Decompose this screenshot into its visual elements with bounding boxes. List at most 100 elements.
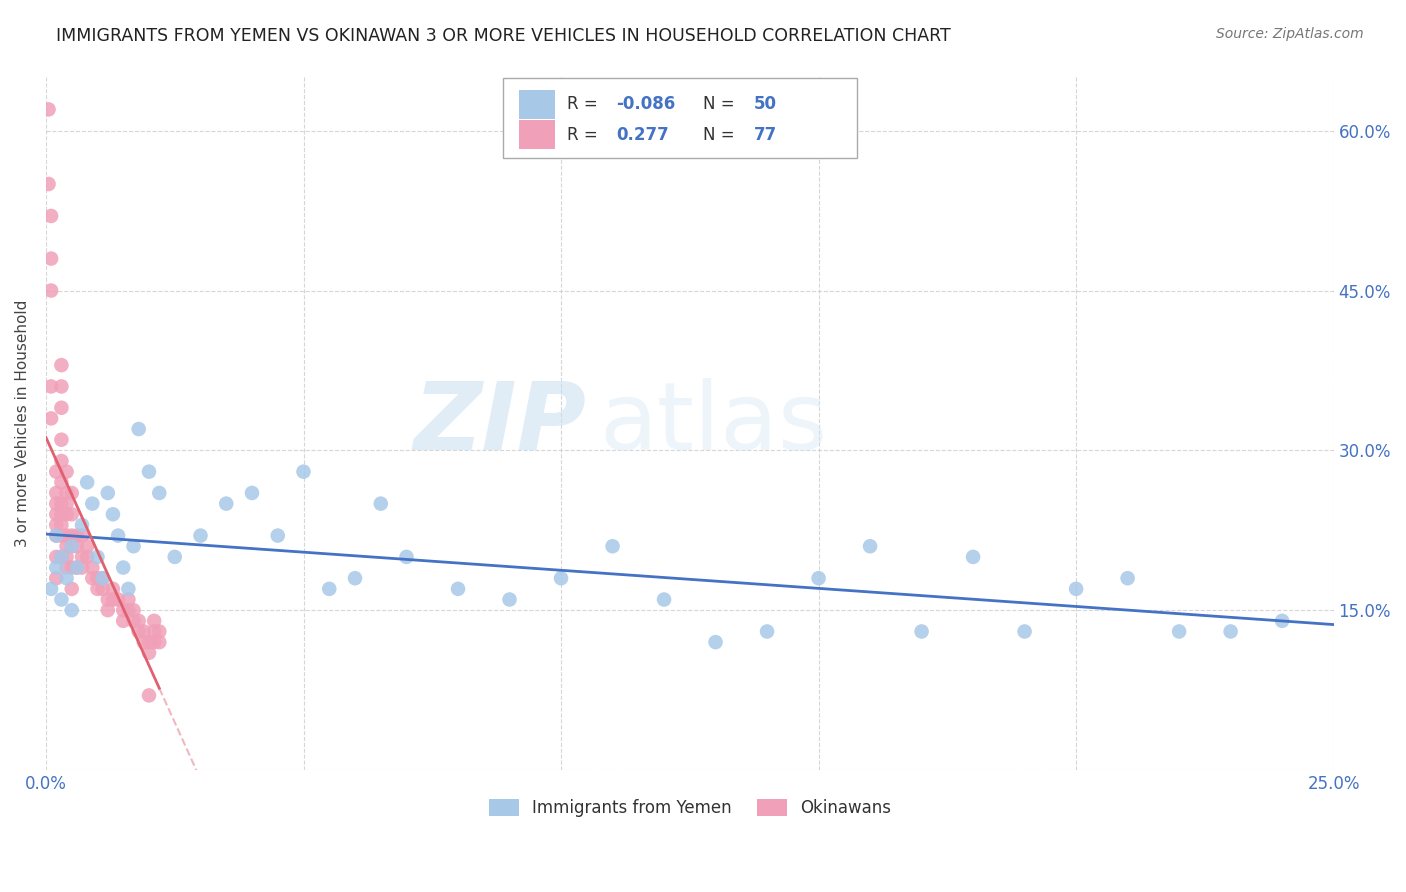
Point xyxy=(132,635,155,649)
Point xyxy=(39,379,62,393)
Point xyxy=(756,624,779,639)
Point xyxy=(45,560,67,574)
Point xyxy=(190,528,212,542)
Point xyxy=(82,497,104,511)
Y-axis label: 3 or more Vehicles in Household: 3 or more Vehicles in Household xyxy=(15,300,30,548)
Point xyxy=(343,571,366,585)
Point xyxy=(38,103,60,117)
Point xyxy=(112,614,135,628)
Point xyxy=(60,508,83,522)
Point xyxy=(1168,624,1191,639)
Point xyxy=(60,539,83,553)
Point xyxy=(148,624,170,639)
Point xyxy=(807,571,830,585)
Text: R =: R = xyxy=(568,126,603,144)
Point xyxy=(55,549,77,564)
Text: N =: N = xyxy=(703,95,740,113)
Text: Source: ZipAtlas.com: Source: ZipAtlas.com xyxy=(1216,27,1364,41)
Point xyxy=(652,592,675,607)
Point xyxy=(112,603,135,617)
Point xyxy=(138,646,160,660)
Point xyxy=(107,592,129,607)
Point xyxy=(55,465,77,479)
Point xyxy=(112,560,135,574)
Point xyxy=(51,475,73,490)
Point xyxy=(859,539,882,553)
Point xyxy=(86,582,108,596)
Point xyxy=(97,603,120,617)
Point xyxy=(97,486,120,500)
Point xyxy=(60,582,83,596)
Point xyxy=(51,549,73,564)
Point xyxy=(143,635,166,649)
Point xyxy=(60,603,83,617)
Text: -0.086: -0.086 xyxy=(616,95,676,113)
Point xyxy=(91,582,114,596)
Point xyxy=(267,528,290,542)
Point xyxy=(128,624,150,639)
Point xyxy=(148,635,170,649)
Point xyxy=(70,517,93,532)
Point xyxy=(51,592,73,607)
Point xyxy=(1014,624,1036,639)
Point xyxy=(45,508,67,522)
Bar xyxy=(503,78,858,158)
Point xyxy=(602,539,624,553)
Point xyxy=(962,549,984,564)
Point xyxy=(117,582,139,596)
Point xyxy=(55,571,77,585)
Point xyxy=(117,603,139,617)
Bar xyxy=(519,120,554,150)
Point xyxy=(163,549,186,564)
Point xyxy=(51,401,73,415)
Point xyxy=(395,549,418,564)
Point xyxy=(39,284,62,298)
Point xyxy=(128,422,150,436)
Point xyxy=(91,571,114,585)
Point xyxy=(60,486,83,500)
Point xyxy=(45,549,67,564)
Point xyxy=(55,528,77,542)
Point xyxy=(97,592,120,607)
Point xyxy=(215,497,238,511)
Point xyxy=(39,582,62,596)
Point xyxy=(60,528,83,542)
Bar xyxy=(519,90,554,119)
Text: atlas: atlas xyxy=(600,377,828,470)
Point xyxy=(498,592,520,607)
Point xyxy=(51,358,73,372)
Point xyxy=(70,560,93,574)
Point xyxy=(101,592,124,607)
Point xyxy=(122,539,145,553)
Point xyxy=(55,486,77,500)
Point xyxy=(86,571,108,585)
Text: 50: 50 xyxy=(754,95,778,113)
Point xyxy=(148,486,170,500)
Point xyxy=(45,571,67,585)
Point xyxy=(1116,571,1139,585)
Point xyxy=(66,560,89,574)
Point xyxy=(51,528,73,542)
Point xyxy=(132,624,155,639)
Point xyxy=(70,528,93,542)
Point xyxy=(39,252,62,266)
Point xyxy=(101,582,124,596)
Point xyxy=(51,454,73,468)
Point xyxy=(1064,582,1087,596)
Point xyxy=(128,614,150,628)
Point xyxy=(318,582,340,596)
Point xyxy=(550,571,572,585)
Text: N =: N = xyxy=(703,126,740,144)
Point xyxy=(55,539,77,553)
Point xyxy=(38,177,60,191)
Point xyxy=(910,624,932,639)
Point xyxy=(107,528,129,542)
Point xyxy=(76,549,98,564)
Point xyxy=(55,497,77,511)
Point xyxy=(76,539,98,553)
Text: 0.277: 0.277 xyxy=(616,126,669,144)
Point xyxy=(66,560,89,574)
Point xyxy=(66,528,89,542)
Point xyxy=(82,560,104,574)
Point xyxy=(70,549,93,564)
